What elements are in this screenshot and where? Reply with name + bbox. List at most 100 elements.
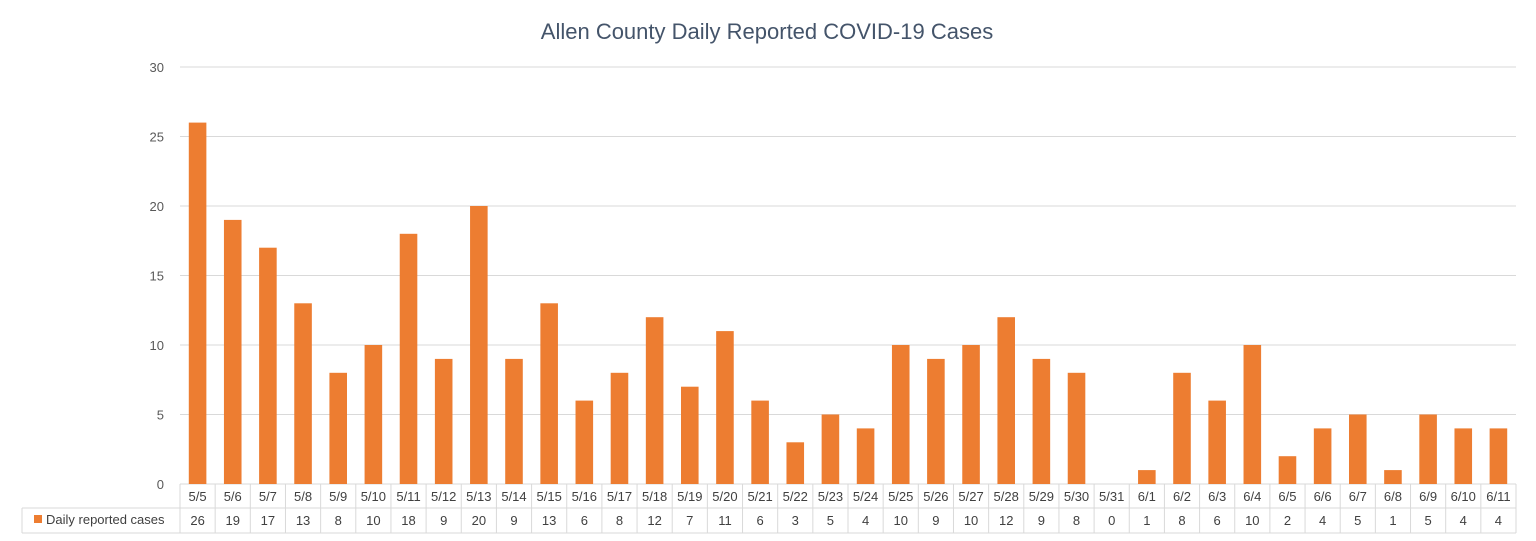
bars bbox=[188, 122, 1508, 484]
x-tick-label: 6/4 bbox=[1243, 489, 1261, 504]
bar bbox=[1208, 400, 1226, 484]
x-tick-label: 5/26 bbox=[923, 489, 948, 504]
data-table-value: 9 bbox=[510, 513, 517, 528]
bar bbox=[962, 345, 980, 484]
bar bbox=[927, 358, 945, 484]
x-tick-label: 5/14 bbox=[501, 489, 526, 504]
data-table-value: 4 bbox=[862, 513, 869, 528]
bar bbox=[1454, 428, 1473, 484]
bar bbox=[1138, 470, 1156, 484]
data-table-value: 8 bbox=[616, 513, 623, 528]
bar bbox=[364, 345, 383, 484]
x-tick-label: 5/17 bbox=[607, 489, 632, 504]
bar bbox=[575, 400, 594, 484]
bar bbox=[1067, 372, 1086, 484]
data-table-value: 12 bbox=[647, 513, 661, 528]
x-tick-label: 5/22 bbox=[783, 489, 808, 504]
data-table-value: 4 bbox=[1460, 513, 1467, 528]
y-tick-label: 20 bbox=[150, 199, 164, 214]
data-table: 5/5265/6195/7175/8135/985/10105/11185/12… bbox=[21, 484, 1517, 534]
data-table-value: 6 bbox=[581, 513, 588, 528]
y-tick-label: 30 bbox=[150, 60, 164, 75]
x-tick-label: 5/13 bbox=[466, 489, 491, 504]
data-table-value: 18 bbox=[401, 513, 415, 528]
data-table-value: 17 bbox=[261, 513, 275, 528]
data-table-value: 13 bbox=[296, 513, 310, 528]
data-table-value: 10 bbox=[894, 513, 908, 528]
y-tick-label: 5 bbox=[157, 408, 164, 423]
x-tick-label: 6/1 bbox=[1138, 489, 1156, 504]
bar bbox=[891, 345, 910, 484]
data-table-value: 9 bbox=[1038, 513, 1045, 528]
bar bbox=[1032, 358, 1051, 484]
data-table-value: 1 bbox=[1389, 513, 1396, 528]
x-tick-label: 6/8 bbox=[1384, 489, 1402, 504]
x-tick-label: 6/9 bbox=[1419, 489, 1437, 504]
x-tick-label: 5/27 bbox=[958, 489, 983, 504]
data-table-value: 10 bbox=[366, 513, 380, 528]
x-tick-label: 5/25 bbox=[888, 489, 913, 504]
data-table-value: 10 bbox=[964, 513, 978, 528]
bar bbox=[681, 386, 699, 484]
bar bbox=[470, 206, 488, 484]
data-table-value: 10 bbox=[1245, 513, 1259, 528]
bar bbox=[997, 317, 1015, 484]
bar bbox=[223, 219, 242, 484]
bar bbox=[1419, 414, 1437, 484]
bar bbox=[1278, 456, 1297, 484]
y-tick-label: 10 bbox=[150, 338, 164, 353]
x-tick-label: 5/5 bbox=[189, 489, 207, 504]
bar bbox=[399, 233, 418, 484]
data-table-value: 9 bbox=[440, 513, 447, 528]
bar bbox=[434, 358, 453, 484]
x-tick-label: 5/15 bbox=[537, 489, 562, 504]
bar bbox=[329, 372, 347, 484]
bar bbox=[505, 358, 523, 484]
bar bbox=[1384, 470, 1402, 484]
data-table-value: 12 bbox=[999, 513, 1013, 528]
bar bbox=[1173, 372, 1191, 484]
bar bbox=[645, 317, 664, 484]
data-table-value: 26 bbox=[190, 513, 204, 528]
x-tick-label: 5/30 bbox=[1064, 489, 1089, 504]
x-tick-label: 6/11 bbox=[1486, 489, 1510, 504]
bar bbox=[1313, 428, 1332, 484]
x-tick-label: 5/10 bbox=[361, 489, 386, 504]
data-table-value: 2 bbox=[1284, 513, 1291, 528]
x-tick-label: 6/2 bbox=[1173, 489, 1191, 504]
x-tick-label: 5/19 bbox=[677, 489, 702, 504]
data-table-value: 5 bbox=[1424, 513, 1431, 528]
data-table-value: 20 bbox=[472, 513, 486, 528]
y-tick-label: 15 bbox=[150, 269, 164, 284]
data-table-value: 8 bbox=[1073, 513, 1080, 528]
x-tick-label: 5/24 bbox=[853, 489, 878, 504]
data-table-value: 5 bbox=[827, 513, 834, 528]
data-table-value: 5 bbox=[1354, 513, 1361, 528]
bar bbox=[716, 331, 734, 484]
data-table-value: 4 bbox=[1319, 513, 1326, 528]
bar bbox=[1489, 428, 1508, 484]
x-tick-label: 5/16 bbox=[572, 489, 597, 504]
data-table-value: 6 bbox=[1214, 513, 1221, 528]
x-tick-label: 5/31 bbox=[1099, 489, 1124, 504]
data-table-value: 3 bbox=[792, 513, 799, 528]
data-table-value: 8 bbox=[1178, 513, 1185, 528]
data-table-value: 19 bbox=[226, 513, 240, 528]
x-tick-label: 6/3 bbox=[1208, 489, 1226, 504]
x-tick-label: 5/6 bbox=[224, 489, 242, 504]
x-tick-label: 5/12 bbox=[431, 489, 456, 504]
bar bbox=[856, 428, 875, 484]
x-tick-label: 5/28 bbox=[994, 489, 1019, 504]
legend-key bbox=[34, 515, 42, 523]
data-table-value: 8 bbox=[335, 513, 342, 528]
x-tick-label: 6/7 bbox=[1349, 489, 1367, 504]
x-tick-label: 5/29 bbox=[1029, 489, 1054, 504]
chart-title: Allen County Daily Reported COVID-19 Cas… bbox=[541, 19, 993, 44]
bar bbox=[786, 442, 805, 484]
data-table-value: 4 bbox=[1495, 513, 1502, 528]
data-table-value: 6 bbox=[756, 513, 763, 528]
y-tick-label: 0 bbox=[157, 477, 164, 492]
bar bbox=[751, 400, 769, 484]
bar bbox=[188, 122, 207, 484]
